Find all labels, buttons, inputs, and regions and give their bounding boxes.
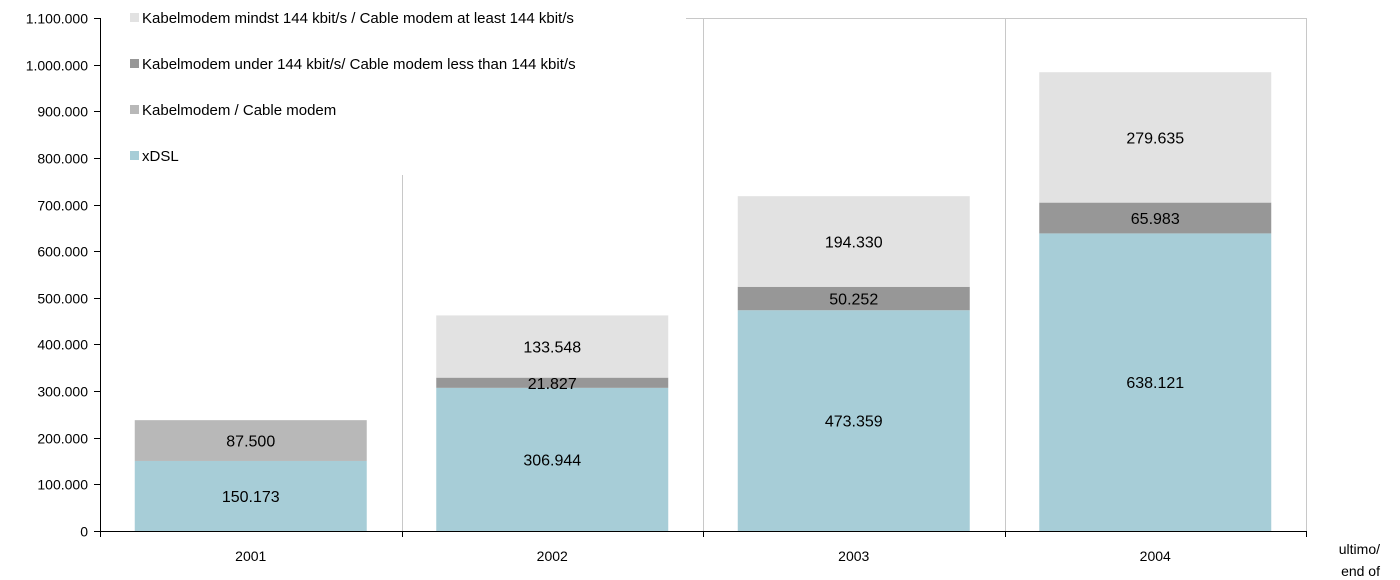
data-label: 306.944 bbox=[523, 452, 581, 469]
x-axis-unit-line1: ultimo/ bbox=[1339, 541, 1380, 557]
y-tick-label: 500.000 bbox=[37, 291, 88, 307]
y-tick-label: 100.000 bbox=[37, 477, 88, 493]
y-tick-label: 800.000 bbox=[37, 151, 88, 167]
y-tick-label: 700.000 bbox=[37, 198, 88, 214]
y-tick-label: 900.000 bbox=[37, 104, 88, 120]
data-labels-layer: 150.173 87.500 306.944 21.827 133.548 473.359… bbox=[222, 130, 1184, 506]
bar-segment bbox=[1039, 233, 1272, 531]
data-label: 65.983 bbox=[1131, 211, 1180, 228]
x-tick-label: 2004 bbox=[1140, 548, 1171, 564]
axes-layer: 0 100.000 200.000 300.000 400.000 500.000 600.… bbox=[26, 11, 1307, 564]
y-tick-label: 200.000 bbox=[37, 431, 88, 447]
y-tick-label: 1.100.000 bbox=[26, 11, 88, 27]
bar-segment bbox=[1039, 72, 1272, 203]
bar-segment bbox=[737, 310, 970, 531]
x-axis-unit-line2: end of bbox=[1341, 563, 1380, 579]
bar-segment bbox=[436, 315, 669, 378]
x-tick-label: 2002 bbox=[537, 548, 568, 564]
legend-swatch bbox=[130, 151, 139, 160]
bar-segment bbox=[134, 460, 367, 531]
data-label: 194.330 bbox=[825, 234, 883, 251]
legend-swatch bbox=[130, 59, 139, 68]
data-label: 473.359 bbox=[825, 414, 883, 431]
bar-segment bbox=[1039, 202, 1272, 234]
data-label: 133.548 bbox=[523, 340, 581, 357]
data-label: 87.500 bbox=[226, 434, 275, 451]
data-label: 279.635 bbox=[1126, 130, 1184, 147]
grid-layer bbox=[402, 18, 1307, 531]
data-label: 150.173 bbox=[222, 489, 280, 506]
x-tick-label: 2001 bbox=[235, 548, 266, 564]
data-label: 50.252 bbox=[829, 292, 878, 309]
bar-segment bbox=[436, 377, 669, 388]
bar-segment bbox=[737, 196, 970, 287]
legend-label: Kabelmodem mindst 144 kbit/s / Cable mod… bbox=[142, 10, 574, 27]
legend: Kabelmodem mindst 144 kbit/s / Cable mod… bbox=[130, 10, 576, 165]
legend-label: Kabelmodem under 144 kbit/s/ Cable modem… bbox=[142, 56, 576, 73]
legend-swatch bbox=[130, 13, 139, 22]
y-tick-label: 0 bbox=[80, 524, 88, 540]
legend-label: Kabelmodem / Cable modem bbox=[142, 102, 336, 119]
data-label: 638.121 bbox=[1126, 375, 1184, 392]
y-tick-label: 400.000 bbox=[37, 337, 88, 353]
y-tick-label: 600.000 bbox=[37, 244, 88, 260]
legend-label: xDSL bbox=[142, 148, 179, 165]
x-tick-label: 2003 bbox=[838, 548, 869, 564]
bar-segment bbox=[436, 387, 669, 531]
bar-segment bbox=[134, 420, 367, 461]
bars-layer bbox=[134, 72, 1272, 531]
y-tick-label: 300.000 bbox=[37, 384, 88, 400]
y-tick-label: 1.000.000 bbox=[26, 58, 88, 74]
data-label: 21.827 bbox=[528, 376, 577, 393]
legend-swatch bbox=[130, 105, 139, 114]
bar-segment bbox=[737, 286, 970, 311]
